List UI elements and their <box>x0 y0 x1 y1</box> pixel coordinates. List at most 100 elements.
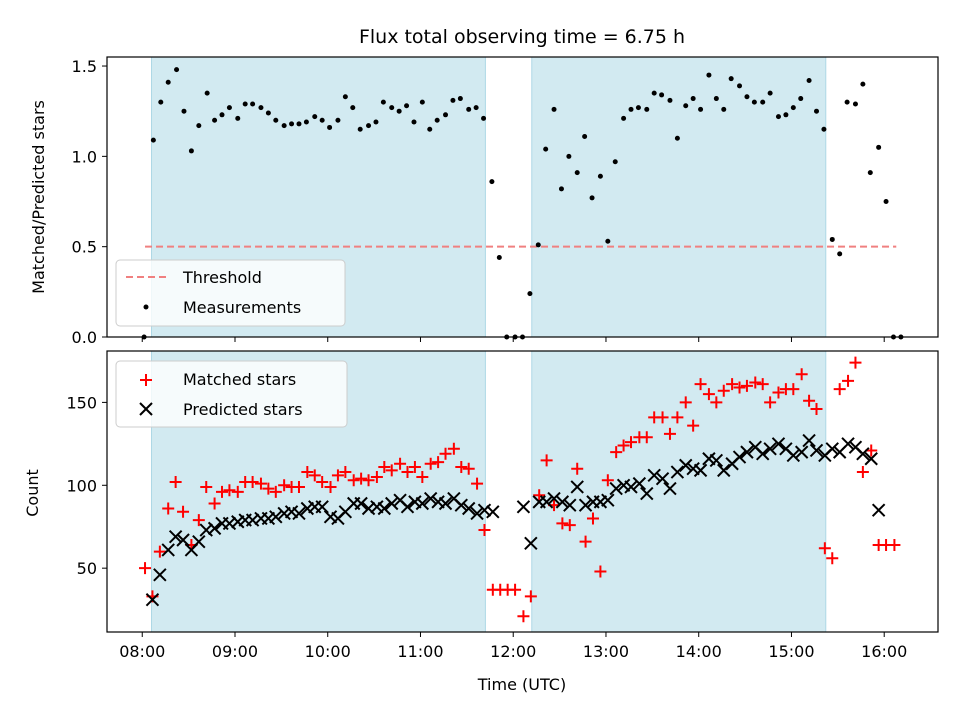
x-tick-label: 15:00 <box>768 642 814 661</box>
matched-stars-point <box>246 475 259 488</box>
ratio-y-ticks: 0.0 0.5 1.0 1.5 <box>72 57 107 347</box>
measurements-point <box>605 238 611 244</box>
predicted-stars-point <box>207 521 222 536</box>
matched-stars-point <box>216 485 229 498</box>
measurements-point <box>427 126 433 132</box>
measurements-point <box>181 108 187 114</box>
x-tick-label: 16:00 <box>861 642 907 661</box>
ratio-points <box>141 67 904 340</box>
matched-stars-point <box>517 610 530 623</box>
matched-stars-point <box>717 384 730 397</box>
matched-stars-point <box>153 545 166 558</box>
measurements-point <box>434 117 440 123</box>
matched-stars-point <box>540 454 553 467</box>
predicted-stars-point <box>377 501 392 516</box>
matched-stars-point <box>416 470 429 483</box>
matched-stars-point <box>795 368 808 381</box>
ratio-x-ticks <box>141 337 885 342</box>
matched-stars-point <box>192 514 205 527</box>
measurements-point <box>242 101 248 107</box>
predicted-stars-point <box>856 447 870 461</box>
measurements-point <box>527 291 533 297</box>
predicted-stars-point <box>825 442 839 456</box>
measurements-point <box>551 106 557 112</box>
matched-stars-point <box>579 535 592 548</box>
matched-stars-point <box>278 479 291 492</box>
matched-stars-point <box>208 497 221 510</box>
measurements-point <box>628 106 634 112</box>
measurements-point <box>380 99 386 105</box>
predicted-stars-point <box>462 501 476 516</box>
predicted-stars-point <box>192 534 206 549</box>
measurements-point <box>690 96 696 102</box>
legend-measurements-label: Measurements <box>183 298 301 317</box>
matched-stars-point <box>764 396 777 409</box>
measurements-point <box>273 117 279 123</box>
measurements-point <box>219 112 225 118</box>
matched-stars-point <box>301 466 314 479</box>
measurements-point <box>481 115 487 121</box>
predicted-stars-point <box>640 486 654 501</box>
measurements-point <box>783 112 789 118</box>
matched-stars-point <box>756 378 769 391</box>
matched-stars-point <box>842 374 855 387</box>
x-tick-label: 09:00 <box>212 642 258 661</box>
predicted-stars-point <box>717 463 731 478</box>
matched-stars-point <box>749 376 762 389</box>
predicted-stars-point <box>486 505 500 519</box>
measurements-point <box>744 94 750 100</box>
matched-stars-point <box>687 419 700 432</box>
matched-stars-point <box>447 442 460 455</box>
predicted-stars-point <box>632 476 647 491</box>
predicted-stars-point <box>578 498 593 512</box>
matched-stars-point <box>833 383 846 396</box>
measurements-point <box>582 133 588 139</box>
predicted-stars-point <box>153 568 167 582</box>
counts-legend: Matched stars Predicted stars <box>115 360 348 428</box>
predicted-stars-point <box>547 491 561 506</box>
matched-stars-point <box>370 470 383 483</box>
matched-stars-point <box>324 480 337 493</box>
predicted-stars-point <box>470 506 484 521</box>
predicted-stars-point <box>354 496 368 511</box>
matched-stars-point <box>710 396 723 409</box>
matched-stars-point <box>200 480 213 493</box>
measurements-point <box>450 97 456 103</box>
ratio-legend-box <box>115 259 346 327</box>
legend-threshold-label: Threshold <box>182 268 262 287</box>
measurements-point <box>737 83 743 89</box>
predicted-stars-point <box>555 495 570 509</box>
measurements-point <box>265 110 271 116</box>
matched-stars-point <box>355 472 368 485</box>
predicted-stars-point <box>400 500 415 514</box>
predicted-stars-point <box>809 443 824 458</box>
matched-stars-point <box>331 469 344 482</box>
x-tick-label: 14:00 <box>676 642 722 661</box>
ratio-panel: 0.0 0.5 1.0 1.5 Matched/Predicted stars Thr… <box>29 56 939 347</box>
matched-stars-point <box>162 502 175 515</box>
measurements-point <box>876 144 882 150</box>
matched-stars-point <box>640 431 653 444</box>
measurements-point <box>612 159 618 165</box>
measurements-legend-swatch <box>143 304 149 310</box>
legend-matched-label: Matched stars <box>183 370 296 389</box>
predicted-stars-point <box>841 437 855 451</box>
predicted-stars-point <box>709 453 724 468</box>
matched-stars-point <box>826 552 839 565</box>
predicted-stars-point <box>385 496 399 511</box>
y-tick-label: 1.0 <box>72 147 97 166</box>
measurements-point <box>806 77 812 83</box>
observing-window <box>531 56 827 338</box>
y-tick-label: 0.0 <box>72 328 97 347</box>
matched-stars-point <box>347 474 360 487</box>
predicted-stars-point <box>647 468 661 483</box>
measurements-point <box>357 126 363 132</box>
measurements-point <box>204 90 210 96</box>
matched-legend-swatch <box>140 374 152 386</box>
counts-x-ticks: 08:00 09:00 10:00 11:00 12:00 13:00 14:00 15:00… <box>119 632 907 661</box>
matched-stars-point <box>509 583 522 596</box>
measurements-point <box>597 173 603 179</box>
measurements-point <box>798 96 804 102</box>
matched-stars-point <box>726 378 739 391</box>
matched-stars-point <box>663 427 676 440</box>
